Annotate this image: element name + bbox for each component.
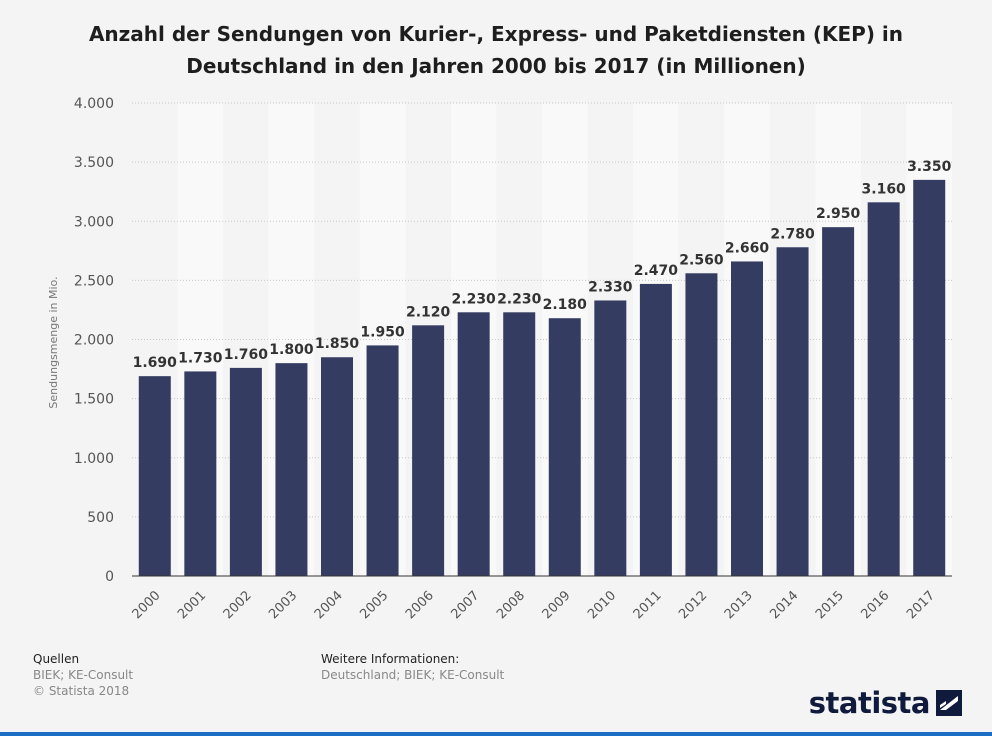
chart-title-line-2: Deutschland in den Jahren 2000 bis 2017 … <box>186 54 806 78</box>
x-tick-label: 2016 <box>858 588 892 622</box>
bar-2015 <box>822 227 855 576</box>
sources-text: BIEK; KE-Consult <box>33 668 134 682</box>
y-tick-label: 3.500 <box>74 155 114 171</box>
bar-2008 <box>503 312 536 576</box>
y-tick-label: 4.000 <box>74 96 114 112</box>
data-label: 2.230 <box>452 291 497 307</box>
chart-title-line-1: Anzahl der Sendungen von Kurier-, Expres… <box>88 22 904 46</box>
bar-2001 <box>184 371 217 576</box>
bar-2000 <box>138 376 171 576</box>
y-tick-label: 1.500 <box>74 392 114 408</box>
copyright-text: © Statista 2018 <box>33 684 130 698</box>
x-tick-label: 2006 <box>403 588 437 622</box>
data-label: 3.350 <box>907 159 952 175</box>
bar-2005 <box>366 345 399 576</box>
chart-title: Anzahl der Sendungen von Kurier-, Expres… <box>0 18 992 82</box>
info-block: Weitere Informationen: Deutschland; BIEK… <box>321 651 504 683</box>
info-text: Deutschland; BIEK; KE-Consult <box>321 668 505 682</box>
x-tick-label: 2001 <box>175 588 209 622</box>
bottom-accent-bar <box>0 732 992 736</box>
x-tick-label: 2008 <box>494 588 528 622</box>
bar-2002 <box>229 367 262 576</box>
x-tick-label: 2011 <box>631 588 665 622</box>
y-tick-label: 0 <box>105 569 114 585</box>
x-tick-label: 2005 <box>357 588 391 622</box>
bar-2006 <box>412 325 445 576</box>
bar-2012 <box>685 273 718 576</box>
y-tick-label: 2.000 <box>74 333 114 349</box>
bar-2004 <box>321 357 353 576</box>
x-tick-label: 2009 <box>540 588 574 622</box>
data-label: 2.780 <box>770 226 815 242</box>
data-label: 1.730 <box>178 350 223 366</box>
data-label: 2.180 <box>543 297 588 313</box>
data-label: 2.660 <box>725 240 770 256</box>
data-label: 1.800 <box>269 342 314 358</box>
x-tick-label: 2007 <box>448 588 482 622</box>
bar-2014 <box>776 247 809 576</box>
bar-2013 <box>731 261 763 576</box>
y-axis-label: Sendungsmenge in Mio. <box>47 276 60 408</box>
statista-logo[interactable]: statista <box>809 686 962 720</box>
bar-2016 <box>867 202 900 576</box>
data-label: 1.950 <box>360 324 405 340</box>
brand-name: statista <box>808 686 931 720</box>
data-label: 2.560 <box>679 252 724 268</box>
x-tick-label: 2003 <box>266 588 300 622</box>
data-label: 2.470 <box>634 263 679 279</box>
bar-2009 <box>548 318 581 576</box>
statista-logo-icon <box>936 690 962 716</box>
y-tick-label: 2.500 <box>74 273 114 289</box>
data-label: 1.760 <box>224 347 269 363</box>
data-label: 2.330 <box>588 279 633 295</box>
bar-2010 <box>594 300 627 576</box>
y-tick-label: 1.000 <box>74 451 114 467</box>
data-label: 1.850 <box>315 336 360 352</box>
bar-2007 <box>457 312 490 576</box>
data-label: 2.950 <box>816 206 861 222</box>
info-heading: Weitere Informationen: <box>321 652 460 666</box>
data-label: 1.690 <box>133 355 178 371</box>
x-tick-label: 2017 <box>904 588 938 622</box>
data-label: 3.160 <box>862 181 907 197</box>
x-tick-label: 2015 <box>813 588 847 622</box>
x-tick-label: 2012 <box>676 588 710 622</box>
sources-block: Quellen BIEK; KE-Consult © Statista 2018 <box>33 651 133 699</box>
bar-2003 <box>275 363 308 576</box>
x-tick-label: 2000 <box>130 588 164 622</box>
data-label: 2.120 <box>406 304 451 320</box>
y-tick-label: 500 <box>87 510 114 526</box>
data-label: 2.230 <box>497 291 542 307</box>
bar-2017 <box>913 179 946 577</box>
x-tick-label: 2002 <box>221 588 255 622</box>
x-tick-label: 2013 <box>722 588 756 622</box>
x-tick-label: 2010 <box>585 588 619 622</box>
y-tick-label: 3.000 <box>74 214 114 230</box>
x-tick-label: 2014 <box>767 588 801 622</box>
sources-heading: Quellen <box>33 652 80 666</box>
bar-2011 <box>639 283 672 576</box>
x-tick-label: 2004 <box>312 588 346 622</box>
